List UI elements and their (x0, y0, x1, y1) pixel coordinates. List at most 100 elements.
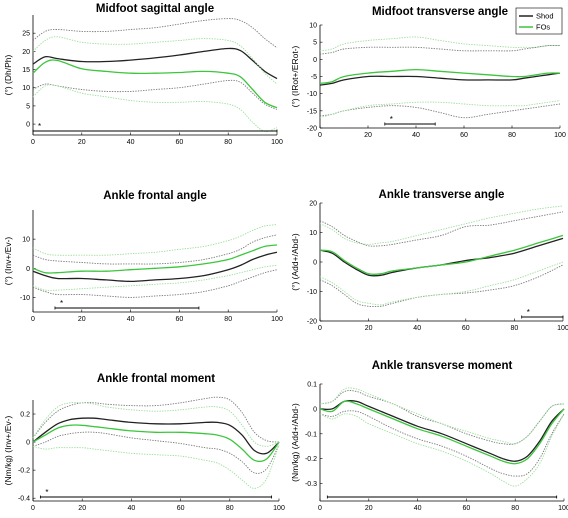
x-tick-label: 0 (31, 139, 35, 146)
y-tick-label: 10 (22, 237, 30, 244)
x-tick-label: 20 (78, 505, 86, 512)
x-tick-label: 20 (365, 505, 373, 512)
y-tick-label: -10 (307, 289, 317, 296)
series-line-fos-sd (32, 444, 280, 489)
series-line-shod-sd (319, 211, 564, 247)
series-line-fos-mean (32, 59, 278, 109)
y-axis-label: (Nm/kg) (Add+/Abd-) (290, 403, 300, 482)
legend: Shod FOs (515, 7, 563, 35)
series-line-shod-sd (319, 410, 565, 477)
series-line-fos-sd (319, 36, 561, 52)
series-line-fos-sd (32, 224, 278, 256)
x-tick-label: 60 (176, 139, 184, 146)
x-tick-label: 60 (460, 132, 468, 139)
y-tick-label: 5 (313, 40, 317, 47)
x-tick-label: 100 (558, 505, 568, 512)
series-line-shod-sd (32, 396, 280, 443)
legend-box (515, 7, 563, 35)
chart-title: Midfoot transverse angle (372, 6, 508, 18)
series-line-shod-sd (32, 269, 278, 298)
y-tick-label: 10 (22, 85, 30, 92)
y-axis-label: (°) (Add+/Abd-) (290, 233, 300, 291)
series-line-shod-mean (32, 251, 278, 283)
chart-title: Midfoot sagittal angle (96, 3, 214, 15)
series-line-fos-sd (32, 36, 278, 85)
x-tick-label: 20 (78, 316, 86, 323)
legend-label-fos: FOs (536, 23, 550, 32)
y-tick-label: 10 (309, 23, 317, 30)
series-line-shod-sd (319, 264, 564, 308)
x-tick-label: 100 (273, 505, 285, 512)
y-tick-label: -5 (311, 74, 317, 81)
y-axis-label: (°) (Inv+/Ev-) (3, 237, 13, 286)
y-tick-label: -0.3 (305, 481, 317, 488)
significance-star: * (45, 488, 48, 497)
significance-star: * (60, 299, 63, 308)
y-tick-label: -0.2 (18, 468, 30, 475)
series-line-fos-sd (32, 264, 278, 291)
y-tick-label: -0.2 (305, 456, 317, 463)
x-tick-label: 80 (226, 505, 234, 512)
series-line-fos-sd (319, 205, 564, 245)
y-tick-label: 0 (313, 57, 317, 64)
series-line-shod-mean (32, 417, 280, 455)
x-tick-label: 60 (462, 325, 470, 332)
chart-title: Ankle frontal angle (103, 190, 207, 202)
y-tick-label: -20 (307, 319, 317, 326)
x-tick-label: 60 (463, 505, 471, 512)
series-line-shod-sd (32, 79, 278, 110)
significance-star: * (38, 122, 41, 131)
y-tick-label: 0 (26, 440, 30, 447)
y-tick-label: -10 (307, 91, 317, 98)
series-line-fos-sd (319, 413, 565, 487)
x-tick-label: 40 (414, 505, 422, 512)
x-tick-label: 40 (128, 505, 136, 512)
series-line-fos-sd (32, 84, 278, 132)
series-line-shod-mean (319, 72, 561, 86)
y-tick-label: 20 (309, 201, 317, 208)
y-tick-label: 25 (22, 31, 30, 38)
x-tick-label: 100 (271, 139, 283, 146)
series-line-fos-mean (319, 234, 564, 276)
series-line-shod-mean (319, 237, 564, 277)
series-line-fos-mean (32, 424, 280, 463)
x-tick-label: 0 (318, 132, 322, 139)
x-tick-label: 0 (318, 505, 322, 512)
series-line-fos-sd (319, 261, 564, 306)
x-tick-label: 80 (508, 132, 516, 139)
x-tick-label: 0 (31, 505, 35, 512)
series-line-fos-sd (32, 401, 280, 447)
x-tick-label: 60 (176, 316, 184, 323)
chart-panel-2: Midfoot transverse angle 0 20 40 60 80 100 10 5 0… (290, 6, 566, 139)
x-tick-label: 80 (224, 316, 232, 323)
y-tick-label: 0.2 (20, 412, 30, 419)
x-tick-label: 60 (177, 505, 185, 512)
x-tick-label: 100 (554, 132, 566, 139)
x-tick-label: 40 (127, 139, 135, 146)
x-tick-label: 20 (78, 139, 86, 146)
y-tick-label: 5 (26, 103, 30, 110)
y-tick-label: 0 (313, 406, 317, 413)
y-tick-label: -20 (307, 126, 317, 133)
y-axis-label: (°) (Dh/Ph) (3, 54, 13, 95)
x-tick-label: 20 (364, 132, 372, 139)
series-line-shod-mean (32, 47, 278, 80)
chart-title: Ankle transverse moment (372, 360, 513, 372)
chart-panel-1: Midfoot sagittal angle 0 20 40 60 80 100 0 5 10 15… (3, 3, 283, 146)
series-line-fos-sd (319, 387, 565, 445)
y-tick-label: -0.4 (18, 496, 30, 503)
significance-star: * (527, 308, 530, 317)
series-line-fos-mean (319, 68, 561, 85)
significance-star: * (390, 115, 393, 124)
y-tick-label: 0 (26, 266, 30, 273)
x-tick-label: 40 (413, 325, 421, 332)
series-line-fos-mean (32, 244, 278, 274)
y-tick-label: 15 (22, 67, 30, 74)
series-line-shod-sd (32, 18, 278, 49)
x-tick-label: 100 (557, 325, 568, 332)
x-tick-label: 80 (511, 325, 519, 332)
y-tick-label: 20 (22, 49, 30, 56)
x-tick-label: 80 (511, 505, 519, 512)
